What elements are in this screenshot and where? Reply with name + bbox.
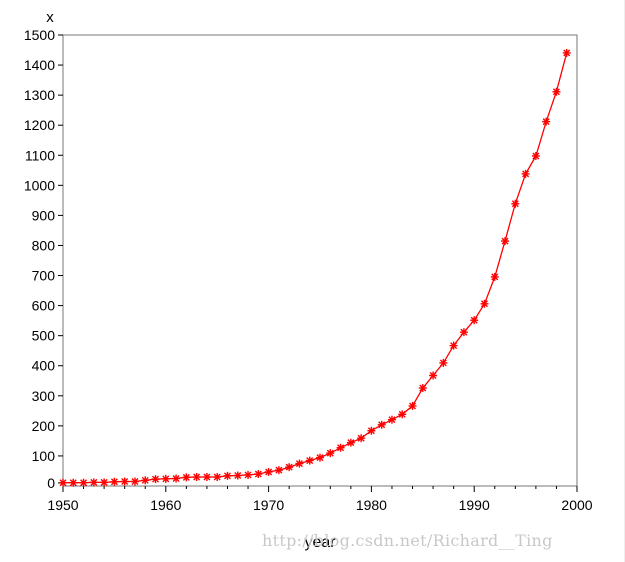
data-point (552, 87, 561, 96)
data-point (439, 358, 448, 367)
data-point (501, 237, 510, 246)
data-point (531, 151, 540, 160)
data-point (213, 473, 222, 482)
plot-area (62, 34, 578, 487)
x-tick-label: 1980 (356, 497, 387, 513)
y-tick-label: 1300 (24, 87, 55, 103)
x-tick-label: 2000 (561, 497, 592, 513)
data-point (79, 478, 88, 487)
data-point (418, 384, 427, 393)
data-point (459, 328, 468, 337)
y-tick-label: 100 (32, 448, 56, 464)
data-point (244, 470, 253, 479)
y-tick-label: 800 (32, 237, 56, 253)
data-point (326, 449, 335, 458)
data-point (274, 466, 283, 475)
y-tick-label: 300 (32, 388, 56, 404)
y-tick-label: 0 (47, 475, 55, 491)
data-point (264, 467, 273, 476)
data-point (542, 117, 551, 126)
y-tick-label: 200 (32, 418, 56, 434)
data-point (172, 474, 181, 483)
series-line (63, 52, 568, 484)
data-point (151, 475, 160, 484)
x-tick-label: 1970 (253, 497, 284, 513)
data-point (490, 272, 499, 281)
x-axis: 1950 1960 1970 1980 1990 2000 (47, 486, 593, 513)
x-tick-label: 1950 (47, 497, 78, 513)
data-point (141, 476, 150, 485)
data-point (398, 410, 407, 419)
data-point (562, 48, 571, 57)
y-tick-label: 1100 (25, 147, 55, 163)
y-tick-label: 1000 (24, 177, 55, 193)
y-axis-label: x (46, 9, 54, 26)
data-point (408, 401, 417, 410)
y-tick-label: 600 (32, 298, 56, 314)
data-point (110, 477, 119, 486)
x-tick-label: 1990 (459, 497, 490, 513)
y-tick-label: 1500 (24, 27, 55, 43)
data-point (285, 463, 294, 472)
data-point (367, 426, 376, 435)
data-point (357, 434, 366, 443)
data-point (223, 471, 232, 480)
y-tick-label: 700 (32, 268, 56, 284)
data-point (480, 299, 489, 308)
data-point (233, 471, 242, 480)
data-point (202, 473, 211, 482)
x-axis-label: year (304, 534, 336, 551)
data-point (295, 459, 304, 468)
data-point (305, 456, 314, 465)
data-point (511, 199, 520, 208)
data-point (429, 371, 438, 380)
data-point (254, 470, 263, 479)
data-point (387, 415, 396, 424)
data-point (449, 341, 458, 350)
y-tick-label: 1200 (24, 117, 55, 133)
y-tick-label: 500 (32, 328, 56, 344)
data-points (59, 48, 571, 487)
y-tick-label: 900 (32, 207, 56, 223)
data-point (316, 453, 324, 462)
data-point (89, 478, 98, 487)
data-point (336, 443, 345, 452)
watermark: http://blog.csdn.net/Richard__Ting (262, 531, 553, 550)
data-point (120, 477, 129, 486)
data-point (192, 473, 201, 482)
data-point (346, 438, 355, 447)
data-point (130, 477, 139, 486)
data-point (59, 478, 67, 487)
data-point (521, 169, 530, 178)
data-point (69, 478, 78, 487)
data-point (100, 478, 109, 487)
data-point (377, 420, 386, 429)
y-tick-label: 1400 (24, 57, 55, 73)
y-tick-label: 400 (32, 358, 56, 374)
data-point (182, 473, 191, 482)
data-point (161, 474, 170, 483)
data-point (470, 316, 479, 325)
y-axis: 0 100 200 300 400 500 600 700 800 900 1000 1100 1200… (24, 27, 63, 491)
x-tick-label: 1960 (150, 497, 181, 513)
